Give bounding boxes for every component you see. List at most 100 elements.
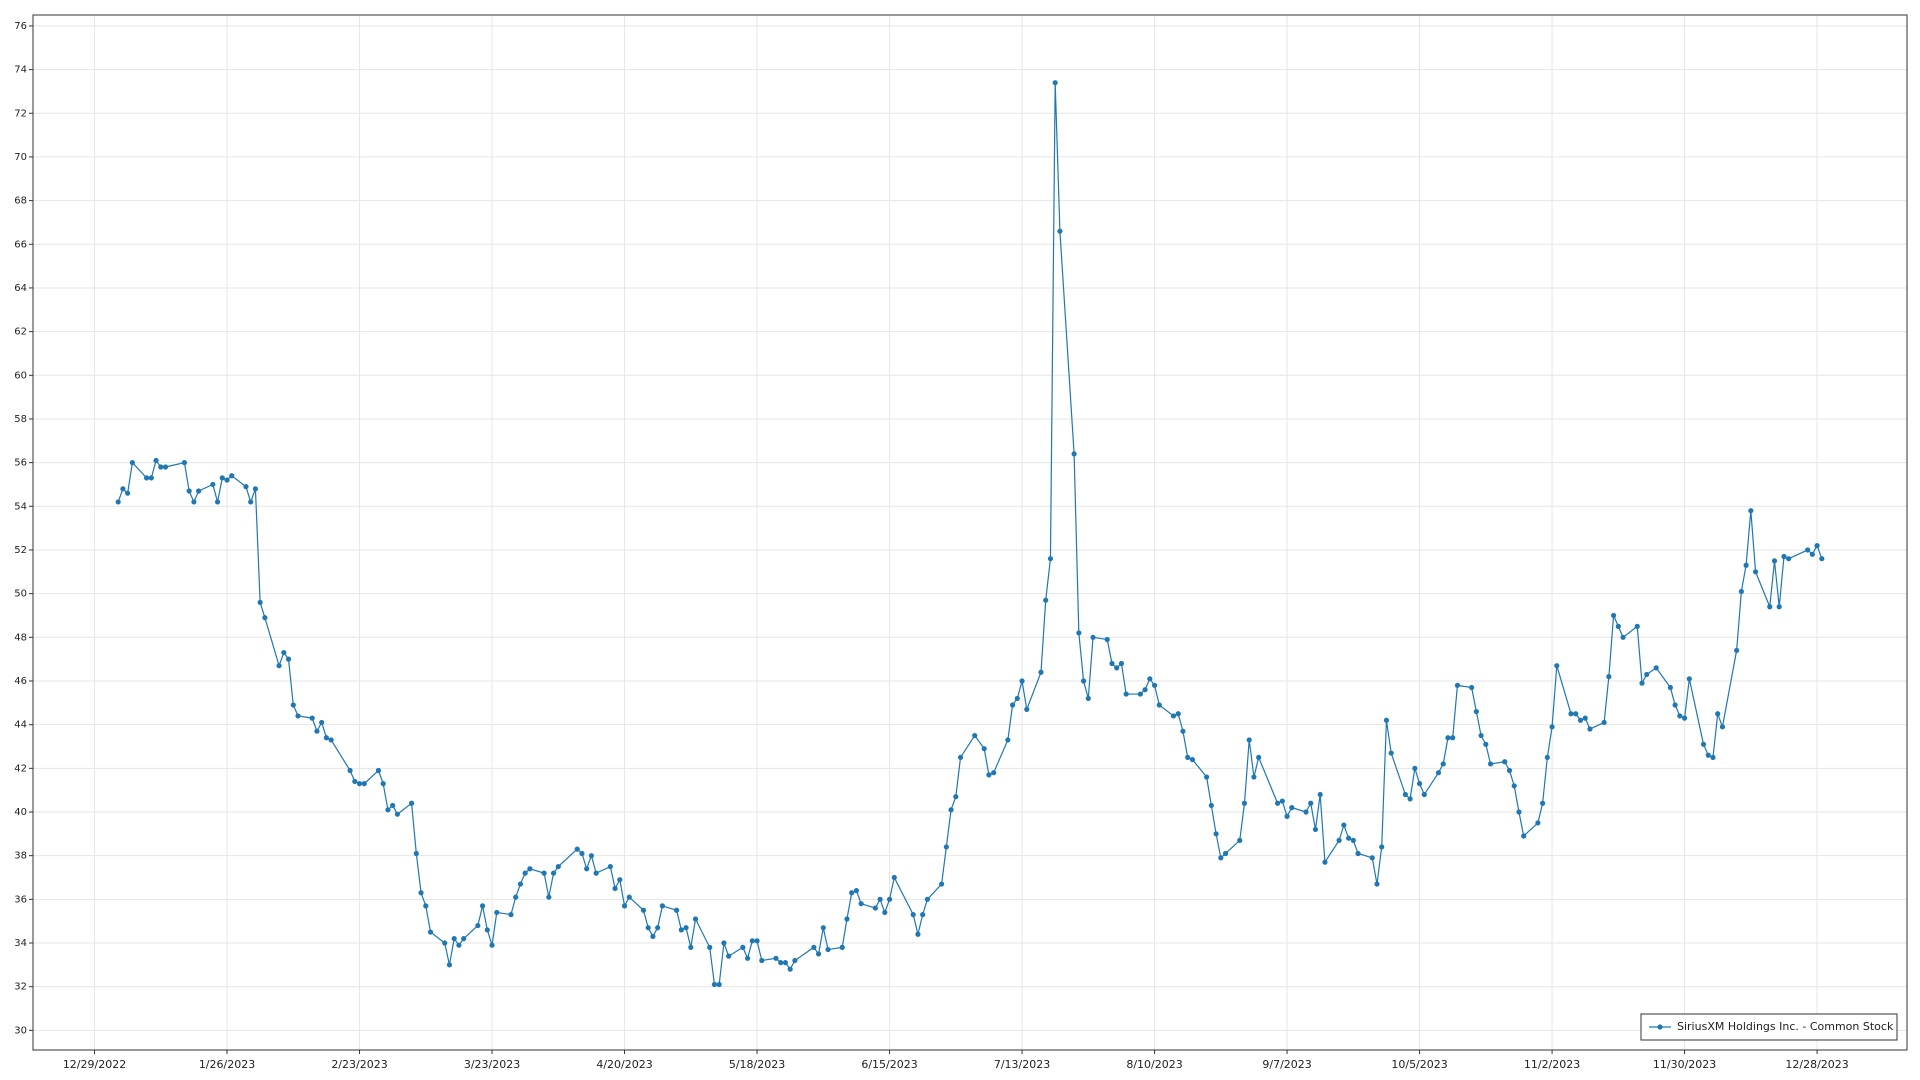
data-point: [229, 473, 235, 479]
data-point: [872, 905, 878, 911]
data-point: [1369, 855, 1375, 861]
data-point: [309, 715, 315, 721]
data-point: [427, 929, 434, 935]
data-point: [1213, 831, 1219, 837]
data-point: [323, 735, 330, 741]
data-point: [849, 890, 855, 896]
data-point: [1170, 713, 1177, 719]
data-point: [1644, 671, 1650, 678]
data-point: [1412, 765, 1418, 771]
data-point: [726, 953, 732, 959]
data-point: [210, 481, 216, 488]
data-point: [1672, 702, 1678, 708]
data-point: [1076, 630, 1082, 636]
data-point: [1118, 660, 1125, 667]
data-point: [948, 807, 954, 813]
data-point: [584, 866, 590, 872]
data-point: [574, 846, 580, 852]
data-point: [120, 486, 126, 492]
data-point: [655, 925, 661, 931]
y-tick-label: 50: [14, 589, 27, 600]
data-point: [1052, 80, 1058, 86]
data-point: [1601, 719, 1607, 726]
data-point: [617, 877, 623, 883]
data-point: [1748, 508, 1754, 514]
data-point: [162, 464, 169, 470]
y-tick-label: 46: [14, 676, 27, 687]
y-tick-label: 64: [14, 283, 27, 294]
data-point: [1379, 844, 1385, 850]
data-point: [1715, 711, 1721, 717]
data-point: [1317, 791, 1323, 798]
data-point: [778, 960, 784, 966]
data-point: [1478, 732, 1484, 739]
data-point: [1639, 680, 1645, 686]
data-point: [1502, 759, 1508, 765]
data-point: [820, 925, 826, 931]
y-tick-label: 40: [14, 807, 27, 818]
data-point: [673, 907, 680, 913]
data-point: [446, 962, 453, 968]
data-point: [981, 746, 987, 752]
data-point: [792, 957, 798, 964]
data-point: [1123, 691, 1129, 697]
data-point: [385, 807, 391, 813]
data-point: [588, 853, 595, 859]
data-point: [347, 767, 353, 774]
data-point: [659, 903, 665, 909]
data-point: [1284, 813, 1290, 819]
data-point: [1109, 660, 1115, 667]
legend-box: [1640, 1013, 1898, 1041]
data-point: [1407, 796, 1413, 802]
data-point: [1544, 754, 1550, 761]
data-point: [877, 896, 883, 902]
data-point: [1710, 754, 1716, 761]
data-point: [1610, 612, 1617, 619]
data-point: [181, 460, 188, 466]
data-point: [1700, 741, 1707, 747]
x-tick-label: 12/28/2023: [1785, 1058, 1848, 1071]
series-line: [117, 82, 1823, 986]
y-tick-label: 70: [14, 152, 27, 163]
data-point: [1014, 695, 1020, 702]
data-point: [607, 863, 613, 870]
data-point: [1487, 761, 1494, 767]
data-point: [1506, 767, 1513, 774]
data-point: [678, 927, 684, 933]
data-point: [489, 942, 495, 948]
y-tick-label: 42: [14, 763, 27, 774]
data-point: [262, 615, 268, 621]
data-point: [773, 955, 779, 961]
data-point: [1469, 684, 1475, 691]
data-point: [1204, 774, 1210, 780]
data-point: [972, 732, 978, 739]
data-point: [924, 896, 931, 902]
data-point: [252, 486, 259, 492]
data-point: [1104, 636, 1110, 643]
data-point: [1743, 562, 1749, 568]
data-point: [1445, 735, 1451, 741]
x-tick-label: 12/29/2022: [63, 1058, 126, 1071]
data-point: [413, 850, 419, 857]
data-point: [1587, 726, 1593, 732]
data-point: [716, 981, 722, 988]
data-point: [1114, 665, 1120, 671]
data-point: [759, 957, 765, 964]
data-point: [953, 794, 959, 800]
data-point: [1185, 754, 1191, 761]
data-point: [957, 754, 964, 761]
y-tick-label: 72: [14, 108, 27, 119]
y-tick-label: 60: [14, 370, 27, 381]
data-point: [380, 781, 386, 787]
x-tick-label: 3/23/2023: [464, 1058, 520, 1071]
data-point: [839, 944, 845, 950]
data-point: [1416, 781, 1423, 787]
data-point: [1653, 665, 1659, 671]
x-tick-label: 6/15/2023: [861, 1058, 917, 1071]
data-point: [1038, 669, 1044, 675]
data-point: [281, 649, 287, 656]
data-point: [451, 936, 457, 942]
data-point: [295, 713, 301, 719]
x-tick-label: 4/20/2023: [596, 1058, 652, 1071]
